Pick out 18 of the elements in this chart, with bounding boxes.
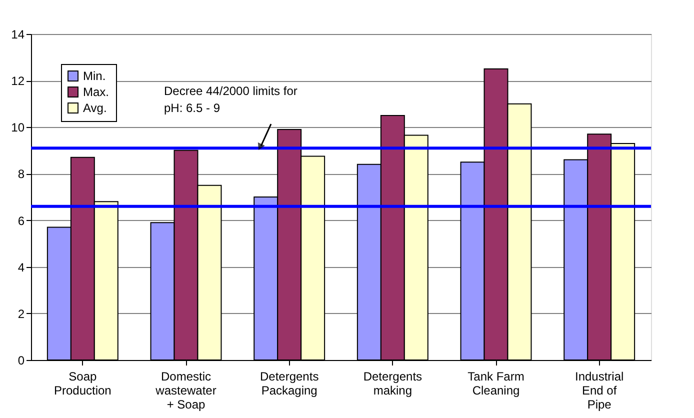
y-tick-label: 10 (11, 120, 25, 135)
y-tick-label: 8 (18, 167, 25, 182)
legend-label: Max. (83, 85, 110, 99)
x-tick-label: Detergents making (363, 370, 422, 398)
y-tick-label: 6 (18, 214, 25, 228)
x-tick-label: Detergents Packaging (260, 370, 319, 398)
x-tick-label: Industrial End of Pipe (574, 370, 624, 412)
legend-label: Min. (83, 69, 106, 83)
x-tick-label: Domestic wastewater + Soap (154, 370, 216, 412)
annotation: Decree 44/2000 limits for pH: 6.5 - 9 (164, 84, 298, 115)
y-tick-label: 12 (11, 74, 25, 88)
y-tick-label: 2 (18, 306, 25, 321)
legend-label: Avg. (83, 101, 107, 115)
x-tick-label: Soap Production (54, 370, 112, 398)
y-tick-label: 4 (18, 260, 25, 274)
y-tick-label: 14 (11, 28, 25, 42)
y-tick-label: 0 (18, 354, 25, 368)
x-tick-label: Tank Farm Cleaning (468, 370, 524, 398)
